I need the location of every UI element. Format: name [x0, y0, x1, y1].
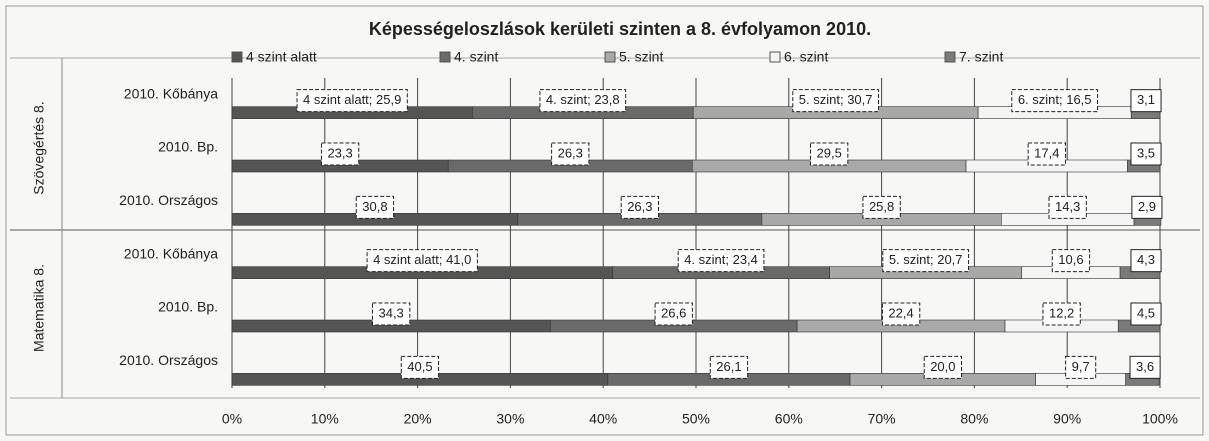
x-tick-label: 20%: [404, 411, 432, 427]
value-label-box: [1131, 195, 1163, 219]
x-tick-label: 10%: [311, 411, 339, 427]
value-label: 29,5: [817, 145, 842, 160]
legend-swatch: [439, 51, 451, 63]
value-label: 26,3: [627, 199, 652, 214]
value-label-box: [923, 355, 963, 379]
legend-label: 7. szint: [959, 49, 1003, 65]
value-label-box: [1048, 195, 1087, 219]
x-tick-label: 60%: [775, 411, 803, 427]
legend-label: 5. szint: [619, 49, 663, 65]
y-tick-label: 2010. Bp.: [158, 299, 218, 315]
x-tick-label: 40%: [589, 411, 617, 427]
y-tick-label: 2010. Országos: [119, 352, 218, 368]
value-label-box: [677, 249, 765, 273]
chart-title: Képességeloszlások kerületi szinten a 8.…: [369, 19, 871, 39]
value-label: 14,3: [1055, 199, 1080, 214]
value-label: 9,7: [1072, 359, 1090, 374]
value-label: 34,3: [378, 305, 403, 320]
value-label-box: [539, 89, 627, 113]
value-label: 20,0: [930, 359, 955, 374]
value-label-box: [400, 355, 440, 379]
value-label-box: [1051, 249, 1091, 273]
value-label: 6. szint; 16,5: [1018, 92, 1092, 107]
value-label-box: [296, 89, 408, 113]
value-label: 4. szint; 23,4: [684, 252, 758, 267]
value-label: 25,8: [869, 199, 894, 214]
value-label-box: [551, 142, 590, 166]
legend-swatch: [944, 51, 956, 63]
x-tick-label: 90%: [1053, 411, 1081, 427]
value-label: 40,5: [407, 359, 432, 374]
x-tick-label: 70%: [868, 411, 896, 427]
value-label-box: [654, 302, 693, 326]
value-label-box: [371, 302, 411, 326]
value-label-box: [1130, 302, 1162, 326]
value-label: 3,5: [1137, 145, 1155, 160]
legend-label: 6. szint: [784, 49, 828, 65]
value-label-box: [320, 142, 360, 166]
y-tick-label: 2010. Kőbánya: [124, 85, 218, 101]
value-label: 2,9: [1138, 199, 1156, 214]
value-label-box: [366, 249, 478, 273]
value-label: 30,8: [362, 199, 387, 214]
value-label-box: [1065, 355, 1097, 379]
x-tick-label: 0%: [222, 411, 242, 427]
value-label-box: [620, 195, 660, 219]
value-label-box: [1042, 302, 1081, 326]
value-label: 17,4: [1034, 145, 1059, 160]
legend-swatch: [231, 51, 243, 63]
y-tick-label: 2010. Bp.: [158, 139, 218, 155]
value-label-box: [882, 249, 970, 273]
value-label-box: [1129, 355, 1161, 379]
value-label: 4. szint; 23,8: [546, 92, 620, 107]
value-label: 26,6: [661, 305, 686, 320]
value-label: 5. szint; 20,7: [889, 252, 963, 267]
legend-label: 4 szint alatt: [246, 49, 317, 65]
x-tick-label: 100%: [1142, 411, 1178, 427]
value-label-box: [862, 195, 901, 219]
value-label-box: [355, 195, 395, 219]
value-label: 22,4: [888, 305, 913, 320]
value-label: 26,3: [558, 145, 583, 160]
value-label-box: [1130, 249, 1162, 273]
value-label-box: [1130, 142, 1162, 166]
group-label: Szövegértés 8.: [31, 101, 47, 194]
value-label-box: [881, 302, 921, 326]
value-label-box: [1130, 89, 1162, 113]
legend-swatch: [604, 51, 616, 63]
value-label: 10,6: [1058, 252, 1083, 267]
chart-border: [5, 5, 1204, 436]
x-tick-label: 50%: [682, 411, 710, 427]
y-tick-label: 2010. Országos: [119, 192, 218, 208]
value-label: 4,5: [1137, 305, 1155, 320]
value-label: 26,1: [716, 359, 741, 374]
value-label: 23,3: [327, 145, 352, 160]
group-label: Matematika 8.: [31, 264, 47, 352]
value-label: 4 szint alatt; 41,0: [373, 252, 471, 267]
value-label: 3,1: [1137, 92, 1155, 107]
value-label-box: [709, 355, 749, 379]
legend-swatch: [769, 51, 781, 63]
value-label-box: [792, 89, 880, 113]
x-tick-label: 80%: [960, 411, 988, 427]
y-tick-label: 2010. Kőbánya: [124, 245, 218, 261]
value-label: 5. szint; 30,7: [799, 92, 873, 107]
value-label: 4,3: [1137, 252, 1155, 267]
value-label-box: [810, 142, 849, 166]
value-label-box: [1027, 142, 1066, 166]
x-tick-label: 30%: [496, 411, 524, 427]
value-label-box: [1011, 89, 1099, 113]
value-label: 12,2: [1049, 305, 1074, 320]
value-label: 4 szint alatt; 25,9: [303, 92, 401, 107]
legend-label: 4. szint: [454, 49, 498, 65]
value-label: 3,6: [1136, 359, 1154, 374]
